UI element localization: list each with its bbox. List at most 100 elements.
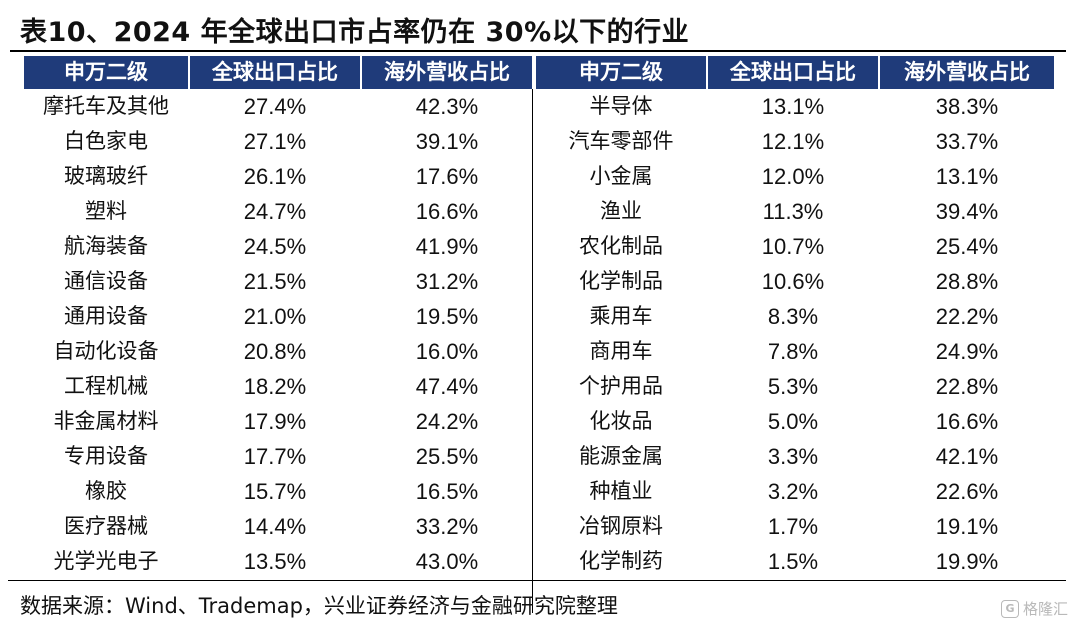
- cell-industry-left: 塑料: [85, 199, 127, 223]
- cell-export-share-right: 10.7%: [761, 234, 825, 259]
- cell-export-share-right: 1.7%: [767, 514, 819, 539]
- cell-overseas-revenue-right: 22.8%: [935, 374, 999, 399]
- table-header-row: 申万二级 全球出口占比 海外营收占比 申万二级 全球出口占比 海外营收占比: [24, 56, 1054, 89]
- cell-overseas-revenue-right: 19.1%: [935, 514, 999, 539]
- cell-export-share-left: 15.7%: [243, 479, 307, 504]
- cell-overseas-revenue-right: 42.1%: [935, 444, 999, 469]
- cell-export-share-right: 1.5%: [767, 549, 819, 574]
- cell-export-share-right: 7.8%: [767, 339, 819, 364]
- cell-overseas-revenue-right: 24.9%: [935, 339, 999, 364]
- cell-industry-left: 专用设备: [64, 444, 148, 468]
- cell-industry-left: 橡胶: [85, 479, 127, 503]
- table-row: 通信设备 21.5% 31.2% 化学制品 10.6% 28.8%: [24, 264, 1054, 299]
- cell-export-share-left: 21.0%: [243, 304, 307, 329]
- header-industry-right: 申万二级: [536, 56, 706, 89]
- header-export-share-left: 全球出口占比: [190, 56, 360, 89]
- table-row: 玻璃玻纤 26.1% 17.6% 小金属 12.0% 13.1%: [24, 159, 1054, 194]
- cell-export-share-right: 13.1%: [761, 94, 825, 119]
- table-row: 塑料 24.7% 16.6% 渔业 11.3% 39.4%: [24, 194, 1054, 229]
- header-overseas-revenue-left: 海外营收占比: [362, 56, 532, 89]
- table-row: 摩托车及其他 27.4% 42.3% 半导体 13.1% 38.3%: [24, 89, 1054, 124]
- cell-overseas-revenue-left: 31.2%: [415, 269, 479, 294]
- cell-industry-left: 自动化设备: [53, 339, 159, 363]
- data-table: 申万二级 全球出口占比 海外营收占比 申万二级 全球出口占比 海外营收占比 摩托…: [24, 56, 1054, 613]
- cell-overseas-revenue-right: 19.9%: [935, 549, 999, 574]
- cell-export-share-right: 8.3%: [767, 304, 819, 329]
- table-row: 光学光电子 13.5% 43.0% 化学制药 1.5% 19.9%: [24, 544, 1054, 579]
- cell-overseas-revenue-right: 28.8%: [935, 269, 999, 294]
- cell-overseas-revenue-left: 24.2%: [415, 409, 479, 434]
- cell-export-share-right: 3.2%: [767, 479, 819, 504]
- cell-overseas-revenue-left: 25.5%: [415, 444, 479, 469]
- cell-export-share-right: 5.0%: [767, 409, 819, 434]
- cell-export-share-left: 18.2%: [243, 374, 307, 399]
- cell-industry-right: 商用车: [589, 339, 653, 363]
- cell-overseas-revenue-right: 22.2%: [935, 304, 999, 329]
- cell-overseas-revenue-left: 16.0%: [415, 339, 479, 364]
- cell-overseas-revenue-left: 47.4%: [415, 374, 479, 399]
- cell-export-share-right: 5.3%: [767, 374, 819, 399]
- cell-overseas-revenue-right: 39.4%: [935, 199, 999, 224]
- cell-overseas-revenue-left: 19.5%: [415, 304, 479, 329]
- table-row: 通用设备 21.0% 19.5% 乘用车 8.3% 22.2%: [24, 299, 1054, 334]
- cell-industry-right: 农化制品: [579, 234, 663, 258]
- cell-overseas-revenue-left: 17.6%: [415, 164, 479, 189]
- cell-industry-right: 种植业: [589, 479, 653, 503]
- table-row: 自动化设备 20.8% 16.0% 商用车 7.8% 24.9%: [24, 334, 1054, 369]
- cell-overseas-revenue-left: 16.6%: [415, 199, 479, 224]
- cell-export-share-left: 21.5%: [243, 269, 307, 294]
- cell-export-share-left: 13.5%: [243, 549, 307, 574]
- cell-industry-left: 白色家电: [64, 129, 148, 153]
- cell-industry-left: 医疗器械: [64, 514, 148, 538]
- cell-overseas-revenue-left: 39.1%: [415, 129, 479, 154]
- cell-export-share-right: 11.3%: [762, 199, 824, 224]
- header-industry-left: 申万二级: [24, 56, 188, 89]
- cell-overseas-revenue-left: 33.2%: [415, 514, 479, 539]
- table-row: 航海装备 24.5% 41.9% 农化制品 10.7% 25.4%: [24, 229, 1054, 264]
- cell-industry-right: 小金属: [589, 164, 653, 188]
- cell-export-share-left: 24.5%: [243, 234, 307, 259]
- cell-export-share-right: 12.0%: [761, 164, 825, 189]
- table-row: 专用设备 17.7% 25.5% 能源金属 3.3% 42.1%: [24, 439, 1054, 474]
- cell-overseas-revenue-right: 38.3%: [935, 94, 999, 119]
- cell-industry-right: 渔业: [600, 199, 642, 223]
- table-row: 橡胶 15.7% 16.5% 种植业 3.2% 22.6%: [24, 474, 1054, 509]
- cell-overseas-revenue-left: 42.3%: [415, 94, 479, 119]
- cell-overseas-revenue-left: 16.5%: [415, 479, 479, 504]
- cell-export-share-left: 27.4%: [243, 94, 307, 119]
- cell-export-share-left: 26.1%: [243, 164, 307, 189]
- cell-industry-left: 工程机械: [64, 374, 148, 398]
- cell-industry-left: 光学光电子: [53, 549, 159, 573]
- cell-export-share-left: 17.9%: [243, 409, 307, 434]
- cell-overseas-revenue-left: 41.9%: [415, 234, 479, 259]
- header-export-share-right: 全球出口占比: [708, 56, 878, 89]
- table-body: 摩托车及其他 27.4% 42.3% 半导体 13.1% 38.3% 白色家电 27.1% 39…: [24, 89, 1054, 613]
- cell-industry-left: 通用设备: [64, 304, 148, 328]
- cell-industry-left: 通信设备: [64, 269, 148, 293]
- table-row: 医疗器械 14.4% 33.2% 冶钢原料 1.7% 19.1%: [24, 509, 1054, 544]
- table-row: 白色家电 27.1% 39.1% 汽车零部件 12.1% 33.7%: [24, 124, 1054, 159]
- table-row: 工程机械 18.2% 47.4% 个护用品 5.3% 22.8%: [24, 369, 1054, 404]
- cell-industry-right: 化学制品: [579, 269, 663, 293]
- cell-industry-right: 个护用品: [579, 374, 663, 398]
- cell-industry-right: 半导体: [589, 94, 653, 118]
- cell-export-share-left: 20.8%: [243, 339, 307, 364]
- cell-industry-right: 化妆品: [589, 409, 653, 433]
- cell-overseas-revenue-left: 43.0%: [415, 549, 479, 574]
- table-row: 非金属材料 17.9% 24.2% 化妆品 5.0% 16.6%: [24, 404, 1054, 439]
- cell-overseas-revenue-right: 22.6%: [935, 479, 999, 504]
- cell-export-share-left: 24.7%: [243, 199, 307, 224]
- cell-export-share-right: 3.3%: [767, 444, 819, 469]
- cell-industry-right: 乘用车: [589, 304, 653, 328]
- cell-export-share-right: 10.6%: [761, 269, 825, 294]
- cell-overseas-revenue-right: 16.6%: [935, 409, 999, 434]
- cell-industry-left: 航海装备: [64, 234, 148, 258]
- cell-industry-right: 冶钢原料: [579, 514, 663, 538]
- cell-industry-right: 能源金属: [579, 444, 663, 468]
- cell-industry-left: 摩托车及其他: [43, 94, 169, 118]
- cell-industry-right: 化学制药: [579, 549, 663, 573]
- header-overseas-revenue-right: 海外营收占比: [880, 56, 1054, 89]
- cell-export-share-right: 12.1%: [761, 129, 825, 154]
- cell-overseas-revenue-right: 33.7%: [935, 129, 999, 154]
- source-note: 数据来源：Wind、Trademap，兴业证券经济与金融研究院整理: [20, 594, 618, 618]
